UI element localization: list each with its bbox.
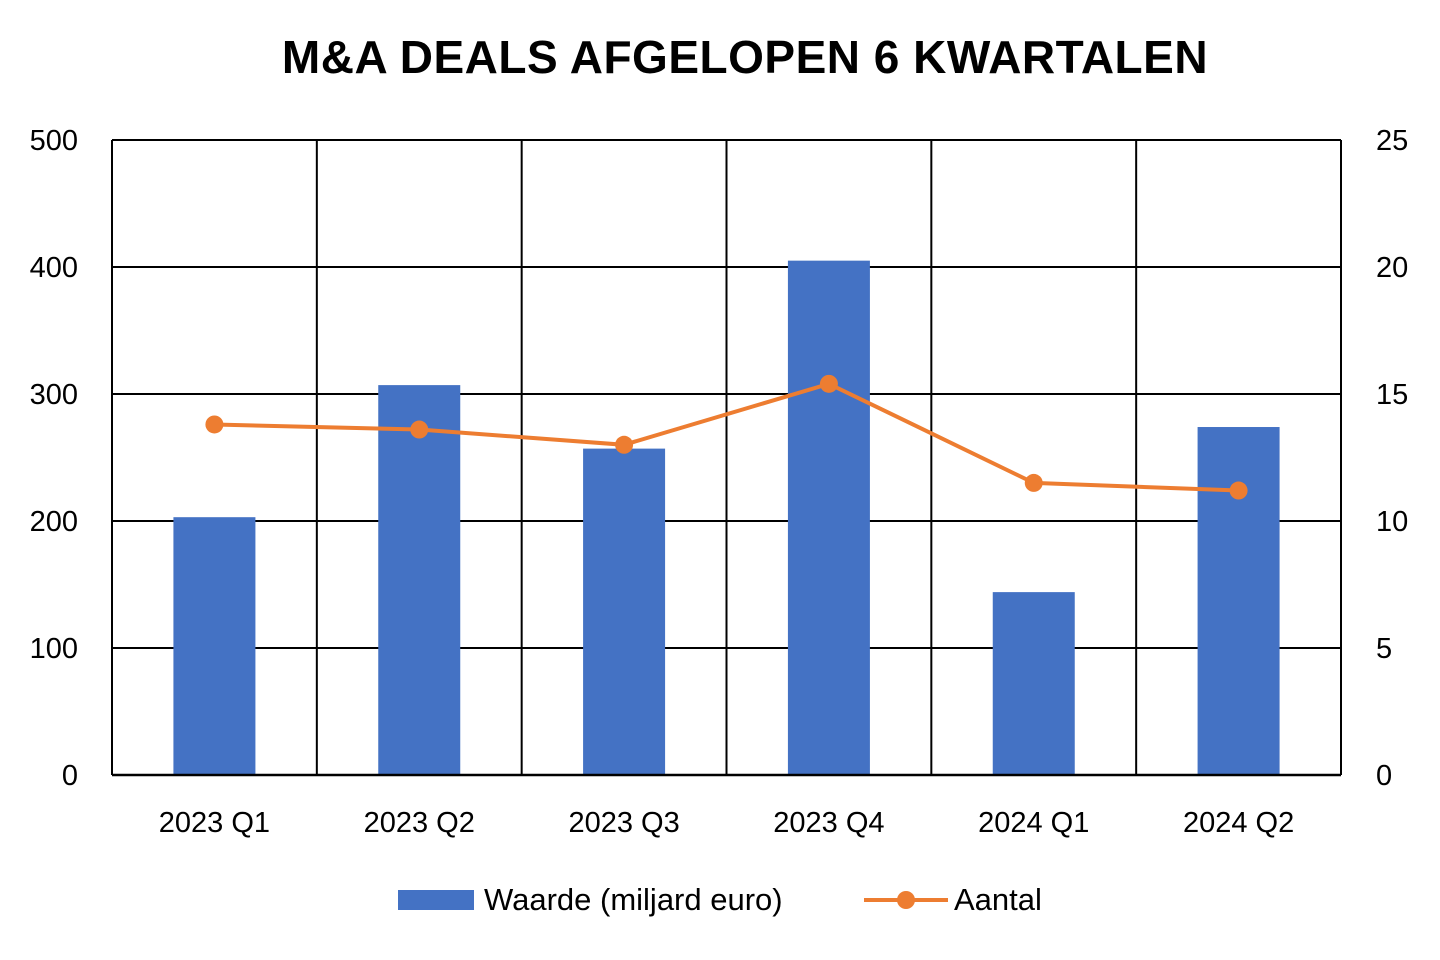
x-tick-2024-q2: 2024 Q2 bbox=[1183, 807, 1294, 839]
y-right-tick-0: 0 bbox=[1376, 760, 1392, 792]
aantal-point-2024-q1 bbox=[1024, 473, 1043, 492]
y-left-tick-100: 100 bbox=[30, 633, 78, 665]
line-series bbox=[205, 374, 1248, 500]
bar-2024-q1 bbox=[992, 592, 1075, 775]
bar-series bbox=[173, 260, 1280, 775]
bar-2023-q4 bbox=[787, 260, 870, 775]
bar-2023-q1 bbox=[173, 517, 256, 775]
aantal-point-2023-q4 bbox=[819, 374, 838, 393]
legend-label-waarde: Waarde (miljard euro) bbox=[484, 882, 783, 917]
chart-title: M&A DEALS AFGELOPEN 6 KWARTALEN bbox=[281, 31, 1209, 83]
aantal-point-2023-q2 bbox=[410, 420, 429, 439]
y-left-tick-400: 400 bbox=[30, 252, 78, 284]
bar-2023-q2 bbox=[378, 385, 461, 775]
aantal-point-2024-q2 bbox=[1229, 481, 1248, 500]
y-left-tick-0: 0 bbox=[62, 760, 78, 792]
legend-item-waarde: Waarde (miljard euro) bbox=[398, 878, 783, 922]
y-right-tick-20: 20 bbox=[1376, 252, 1408, 284]
legend: Waarde (miljard euro) Aantal bbox=[0, 878, 1440, 922]
x-tick-2023-q3: 2023 Q3 bbox=[568, 807, 679, 839]
y-right-tick-10: 10 bbox=[1376, 506, 1408, 538]
aantal-point-2023-q1 bbox=[205, 415, 224, 434]
y-left-tick-300: 300 bbox=[30, 379, 78, 411]
aantal-point-2023-q3 bbox=[615, 435, 634, 454]
legend-item-aantal: Aantal bbox=[864, 878, 1042, 922]
y-left-tick-500: 500 bbox=[30, 125, 78, 157]
legend-swatch-bar bbox=[398, 890, 474, 910]
bar-2024-q2 bbox=[1197, 427, 1280, 775]
aantal-line bbox=[214, 381, 1239, 493]
x-tick-2023-q1: 2023 Q1 bbox=[159, 807, 270, 839]
bar-2023-q3 bbox=[583, 448, 666, 775]
x-tick-2023-q4: 2023 Q4 bbox=[773, 807, 884, 839]
y-right-tick-15: 15 bbox=[1376, 379, 1408, 411]
tick-labels: 0 100 200 300 400 500 0 5 10 15 20 25 2023 Q1 2023 Q2… bbox=[30, 125, 1409, 839]
y-right-tick-25: 25 bbox=[1376, 125, 1408, 157]
legend-swatch-line bbox=[864, 891, 948, 909]
x-tick-2023-q2: 2023 Q2 bbox=[364, 807, 475, 839]
y-right-tick-5: 5 bbox=[1376, 633, 1392, 665]
legend-label-aantal: Aantal bbox=[954, 882, 1042, 917]
gridlines bbox=[111, 139, 1342, 776]
x-tick-2024-q1: 2024 Q1 bbox=[978, 807, 1089, 839]
y-left-tick-200: 200 bbox=[30, 506, 78, 538]
